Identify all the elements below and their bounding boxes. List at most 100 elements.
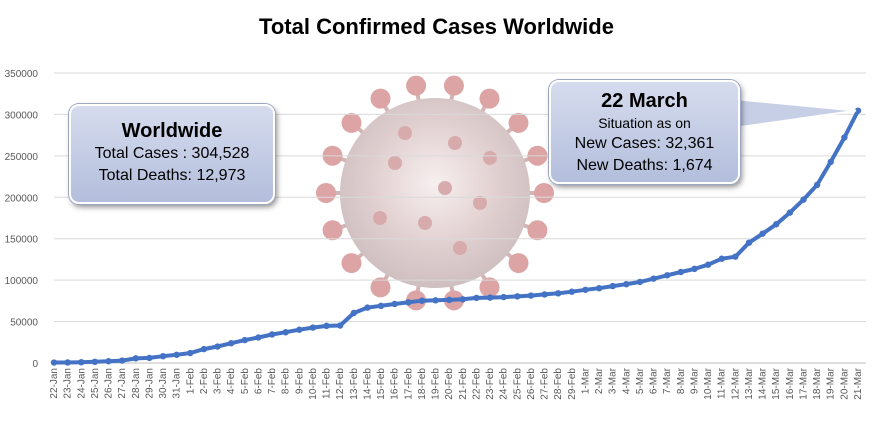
data-point <box>159 352 167 360</box>
x-tick-label: 24-Feb <box>499 368 510 400</box>
x-tick-label: 21-Mar <box>853 367 864 399</box>
coronavirus-illustration <box>316 75 554 311</box>
data-point <box>391 300 398 308</box>
x-tick-label: 9-Feb <box>294 368 305 395</box>
data-point <box>514 293 521 300</box>
x-tick-label: 26-Jan <box>104 368 115 399</box>
x-tick-label: 20-Feb <box>444 368 455 400</box>
data-point <box>677 268 685 276</box>
x-tick-label: 18-Mar <box>812 367 823 399</box>
data-point <box>609 282 616 290</box>
x-tick-label: 21-Feb <box>458 368 469 400</box>
data-point <box>541 291 548 298</box>
worldwide-heading: Worldwide <box>121 120 223 142</box>
x-tick-label: 7-Feb <box>267 368 278 395</box>
data-point <box>268 331 276 338</box>
data-point <box>146 354 153 362</box>
x-tick-label: 17-Mar <box>798 367 809 399</box>
chart-title: Total Confirmed Cases Worldwide <box>259 14 614 39</box>
x-tick-label: 11-Mar <box>717 367 728 399</box>
x-tick-label: 31-Jan <box>172 368 183 399</box>
data-point <box>691 265 698 273</box>
x-tick-label: 13-Feb <box>349 368 360 400</box>
data-point <box>296 326 303 333</box>
data-point <box>255 334 262 341</box>
x-tick-label: 16-Feb <box>390 368 401 400</box>
x-tick-label: 22-Jan <box>49 368 60 399</box>
data-point <box>486 294 494 301</box>
x-tick-label: 2-Feb <box>199 368 210 395</box>
data-point <box>827 158 834 166</box>
data-point <box>418 297 426 304</box>
data-point <box>800 196 807 203</box>
x-tick-label: 6-Feb <box>253 368 264 395</box>
data-point <box>445 296 453 304</box>
data-point <box>118 357 126 364</box>
data-point <box>336 322 344 329</box>
x-tick-label: 3-Feb <box>213 368 224 395</box>
situation-date: 22 March <box>601 90 688 112</box>
data-point <box>78 359 85 366</box>
data-point <box>664 272 671 279</box>
data-point <box>732 253 739 260</box>
new-deaths-text: New Deaths: 1,674 <box>576 157 713 174</box>
data-point <box>405 299 412 306</box>
callout-pointer <box>733 97 857 130</box>
x-tick-label: 7-Mar <box>662 367 673 394</box>
x-tick-label: 10-Mar <box>703 367 714 399</box>
x-tick-label: 29-Feb <box>567 368 578 400</box>
x-tick-label: 26-Feb <box>526 368 537 400</box>
x-tick-label: 16-Mar <box>785 367 796 399</box>
data-point <box>568 288 576 295</box>
data-point <box>773 221 780 228</box>
x-tick-label: 1-Mar <box>580 367 591 394</box>
y-tick-label: 300000 <box>5 110 39 121</box>
data-point <box>718 255 725 262</box>
x-tick-label: 23-Feb <box>485 368 496 400</box>
x-tick-label: 17-Feb <box>403 368 414 400</box>
data-point <box>214 343 221 350</box>
x-tick-label: 15-Feb <box>376 368 387 400</box>
x-tick-label: 3-Mar <box>608 367 619 394</box>
data-point <box>105 358 112 365</box>
data-point <box>241 336 248 344</box>
x-tick-label: 19-Feb <box>431 368 442 400</box>
y-tick-label: 0 <box>32 359 38 370</box>
total-deaths-text: Total Deaths: 12,973 <box>98 167 246 184</box>
situation-callout: 22 March Situation as on New Cases: 32,3… <box>549 80 740 184</box>
x-tick-label: 28-Feb <box>553 368 564 400</box>
data-point <box>623 280 630 288</box>
data-point <box>650 275 657 282</box>
data-point <box>50 359 58 366</box>
x-tick-label: 5-Feb <box>240 368 251 395</box>
x-tick-label: 12-Mar <box>730 367 741 399</box>
data-point <box>595 284 603 292</box>
x-tick-label: 29-Jan <box>144 368 155 399</box>
data-point <box>745 239 753 246</box>
x-tick-label: 5-Mar <box>635 367 646 394</box>
data-point <box>841 134 848 141</box>
x-tick-label: 8-Mar <box>676 367 687 394</box>
data-point <box>759 230 766 237</box>
data-point <box>323 322 330 330</box>
y-tick-label: 150000 <box>5 235 39 246</box>
data-point <box>132 355 139 362</box>
data-point <box>350 309 357 317</box>
data-point <box>500 293 507 301</box>
x-tick-label: 11-Feb <box>322 368 333 399</box>
x-tick-label: 22-Feb <box>471 368 482 400</box>
data-point <box>364 304 371 311</box>
x-tick-label: 14-Feb <box>362 368 373 400</box>
new-cases-text: New Cases: 32,361 <box>574 135 715 152</box>
data-point <box>704 261 712 268</box>
y-tick-label: 200000 <box>5 193 39 204</box>
x-tick-label: 18-Feb <box>417 368 428 400</box>
x-tick-label: 24-Jan <box>76 368 87 399</box>
x-tick-label: 25-Jan <box>90 368 101 399</box>
data-point <box>459 296 467 303</box>
data-point <box>309 324 317 331</box>
x-tick-label: 1-Feb <box>185 368 196 395</box>
data-point <box>854 107 862 114</box>
data-point <box>173 351 180 358</box>
